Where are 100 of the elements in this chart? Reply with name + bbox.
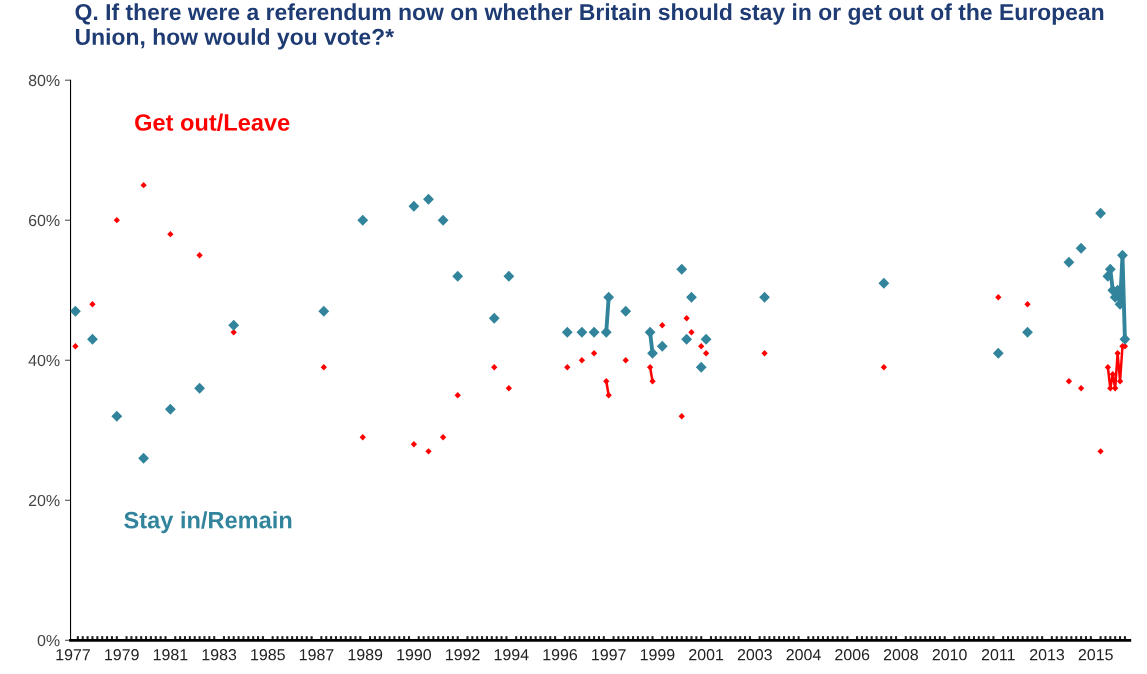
point	[437, 214, 449, 226]
y-tick-label: 40%	[28, 354, 60, 367]
x-tick-label: 1989	[348, 649, 383, 661]
point	[1102, 270, 1114, 282]
point	[454, 392, 461, 399]
point	[1022, 326, 1033, 338]
chart-title: Q. If there were a referendum now on whether Britain should stay in or get out of the European Union, how would you vote?*	[75, 3, 1104, 50]
point	[1095, 207, 1106, 219]
point	[113, 217, 120, 224]
point	[230, 329, 237, 336]
x-tick-label: 2015	[1078, 649, 1113, 661]
point	[620, 305, 632, 317]
point	[505, 385, 512, 392]
point	[439, 434, 447, 441]
point	[700, 333, 712, 345]
point	[644, 326, 656, 338]
point	[992, 347, 1004, 359]
point	[87, 333, 98, 345]
point	[423, 193, 434, 205]
point	[1065, 378, 1073, 385]
point	[649, 378, 656, 385]
point	[622, 357, 629, 364]
point	[410, 441, 418, 448]
y-tick-label: 60%	[28, 214, 60, 227]
point	[646, 364, 654, 371]
point	[676, 263, 688, 275]
point	[228, 319, 240, 331]
point	[578, 357, 586, 364]
point	[590, 350, 598, 357]
x-tick-label: 1987	[299, 649, 334, 661]
x-tick-label: 2003	[737, 649, 772, 661]
x-tick-label: 2011	[981, 649, 1015, 661]
point	[138, 452, 149, 464]
point	[698, 343, 705, 350]
point	[1114, 350, 1121, 357]
point	[878, 277, 890, 289]
point	[1107, 385, 1114, 392]
point	[1063, 256, 1075, 268]
point	[761, 350, 768, 357]
point	[140, 182, 147, 189]
y-tick-label: 80%	[28, 74, 60, 87]
point	[72, 343, 79, 350]
point	[89, 301, 96, 308]
x-tick-label: 2008	[883, 649, 918, 661]
point	[196, 252, 203, 259]
y-tick-label: 0%	[37, 634, 60, 647]
point	[164, 403, 176, 415]
point	[488, 312, 500, 324]
point	[659, 322, 666, 329]
point	[1112, 385, 1119, 392]
x-tick-label: 1985	[251, 649, 285, 661]
point	[425, 448, 432, 455]
point	[686, 291, 697, 303]
point	[588, 326, 600, 338]
point	[70, 305, 81, 317]
point	[503, 270, 515, 282]
x-tick-label: 1994	[494, 649, 529, 661]
point	[564, 364, 571, 371]
x-tick-label: 1990	[397, 649, 432, 661]
point	[759, 291, 770, 303]
point	[320, 364, 327, 371]
x-tick-label: 1979	[105, 649, 139, 661]
point	[603, 291, 615, 303]
x-tick-label: 1996	[543, 649, 578, 661]
point	[880, 364, 887, 371]
point	[452, 270, 464, 282]
point	[678, 413, 685, 420]
point	[702, 350, 710, 357]
x-tick-label: 1983	[202, 649, 237, 661]
point	[408, 200, 420, 212]
point	[603, 378, 610, 385]
point	[1075, 242, 1087, 254]
x-tick-label: 2010	[932, 649, 967, 661]
x-tick-label: 2001	[689, 649, 724, 661]
point	[681, 333, 693, 345]
point	[318, 305, 330, 317]
point	[683, 315, 690, 322]
text: Get out/Leave	[135, 113, 290, 132]
point	[576, 326, 588, 338]
point	[656, 340, 668, 352]
x-tick-label: 1981	[153, 649, 188, 661]
point	[688, 329, 695, 336]
x-tick-label: 2013	[1030, 649, 1065, 661]
x-tick-label: 2006	[835, 649, 870, 661]
x-tick-label: 2004	[786, 649, 821, 661]
x-tick-label: 1999	[640, 649, 675, 661]
point	[491, 364, 498, 371]
point	[1097, 448, 1104, 455]
point	[111, 410, 123, 422]
point	[194, 382, 205, 394]
point	[1024, 301, 1031, 308]
point	[695, 361, 707, 373]
point	[605, 392, 612, 399]
y-tick-label: 20%	[28, 494, 60, 507]
point	[357, 214, 369, 226]
point	[167, 231, 174, 238]
point	[561, 326, 573, 338]
point	[1077, 385, 1085, 392]
point	[995, 294, 1002, 301]
point	[359, 434, 366, 441]
